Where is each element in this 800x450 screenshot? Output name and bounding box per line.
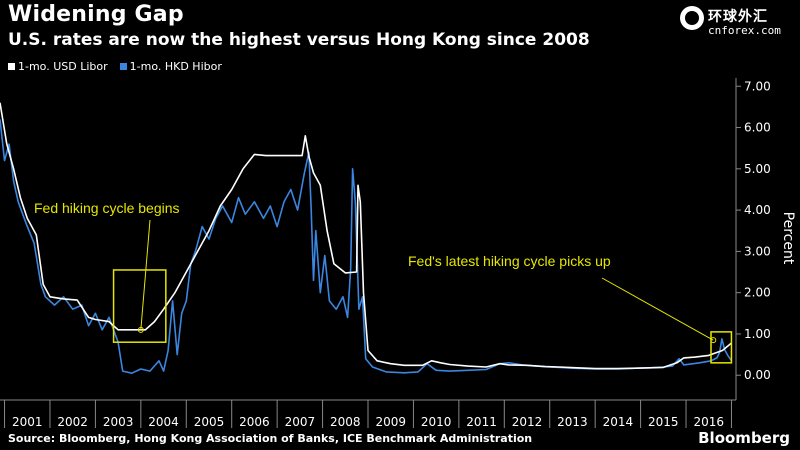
series-line-hkd-hibor — [0, 119, 733, 374]
annotation-label: Fed's latest hiking cycle picks up — [408, 253, 611, 269]
y-tick-label: 0.00 — [744, 368, 771, 382]
x-tick-label: 2016 — [693, 415, 724, 429]
x-tick-label: 2002 — [57, 415, 88, 429]
logo-circle-icon — [680, 6, 704, 30]
bloomberg-brand: Bloomberg — [698, 429, 790, 447]
plot-area: 0.00 1.00 2.00 3.00 4.00 5.00 6.00 7.00 Percent 2… — [0, 78, 796, 429]
y-tick-label: 3.00 — [744, 244, 771, 258]
cnforex-logo: 环球外汇 cnforex.com — [680, 4, 792, 44]
x-tick-label: 2001 — [12, 415, 43, 429]
annotation-label: Fed hiking cycle begins — [34, 200, 180, 216]
series-line-usd-libor — [0, 102, 733, 370]
usd-swatch-icon — [8, 63, 15, 70]
chart-title: Widening Gap — [8, 2, 184, 27]
annotation-marker — [710, 337, 717, 344]
x-tick-label: 2003 — [103, 415, 134, 429]
legend-label-hkd: 1-mo. HKD Hibor — [129, 60, 222, 73]
y-tick-label: 7.00 — [744, 79, 771, 93]
y-tick-label: 4.00 — [744, 203, 771, 217]
legend-item-hkd: 1-mo. HKD Hibor — [119, 60, 222, 73]
x-tick-label: 2012 — [512, 415, 543, 429]
x-tick-label: 2006 — [239, 415, 270, 429]
annotation-box — [710, 331, 733, 364]
logo-url-text: cnforex.com — [708, 24, 781, 37]
x-tick-label: 2004 — [148, 415, 179, 429]
annotation-leader-line — [140, 219, 151, 330]
x-tick-label: 2007 — [285, 415, 316, 429]
x-tick-label: 2008 — [330, 415, 361, 429]
x-tick-label: 2013 — [557, 415, 588, 429]
hkd-swatch-icon — [119, 63, 127, 70]
y-tick-label: 5.00 — [744, 162, 771, 176]
x-tick-label: 2005 — [194, 415, 225, 429]
y-axis-title: Percent — [780, 212, 796, 265]
chart-subtitle: U.S. rates are now the highest versus Ho… — [8, 30, 590, 50]
annotation-marker — [137, 326, 144, 333]
source-note: Source: Bloomberg, Hong Kong Association… — [8, 432, 533, 445]
legend-item-usd: 1-mo. USD Libor — [8, 60, 108, 73]
x-tick-label: 2010 — [421, 415, 452, 429]
annotation-leader-line — [601, 277, 714, 341]
legend-label-usd: 1-mo. USD Libor — [18, 60, 108, 73]
y-tick-label: 6.00 — [744, 121, 771, 135]
legend: 1-mo. USD Libor 1-mo. HKD Hibor — [8, 60, 222, 73]
annotation-box — [112, 269, 167, 343]
x-tick-label: 2015 — [648, 415, 679, 429]
y-tick-label: 1.00 — [744, 327, 771, 341]
x-tick-label: 2011 — [466, 415, 497, 429]
y-tick-label: 2.00 — [744, 286, 771, 300]
x-tick-label: 2014 — [603, 415, 634, 429]
x-tick-label: 2009 — [375, 415, 406, 429]
logo-chinese-text: 环球外汇 — [708, 9, 768, 25]
